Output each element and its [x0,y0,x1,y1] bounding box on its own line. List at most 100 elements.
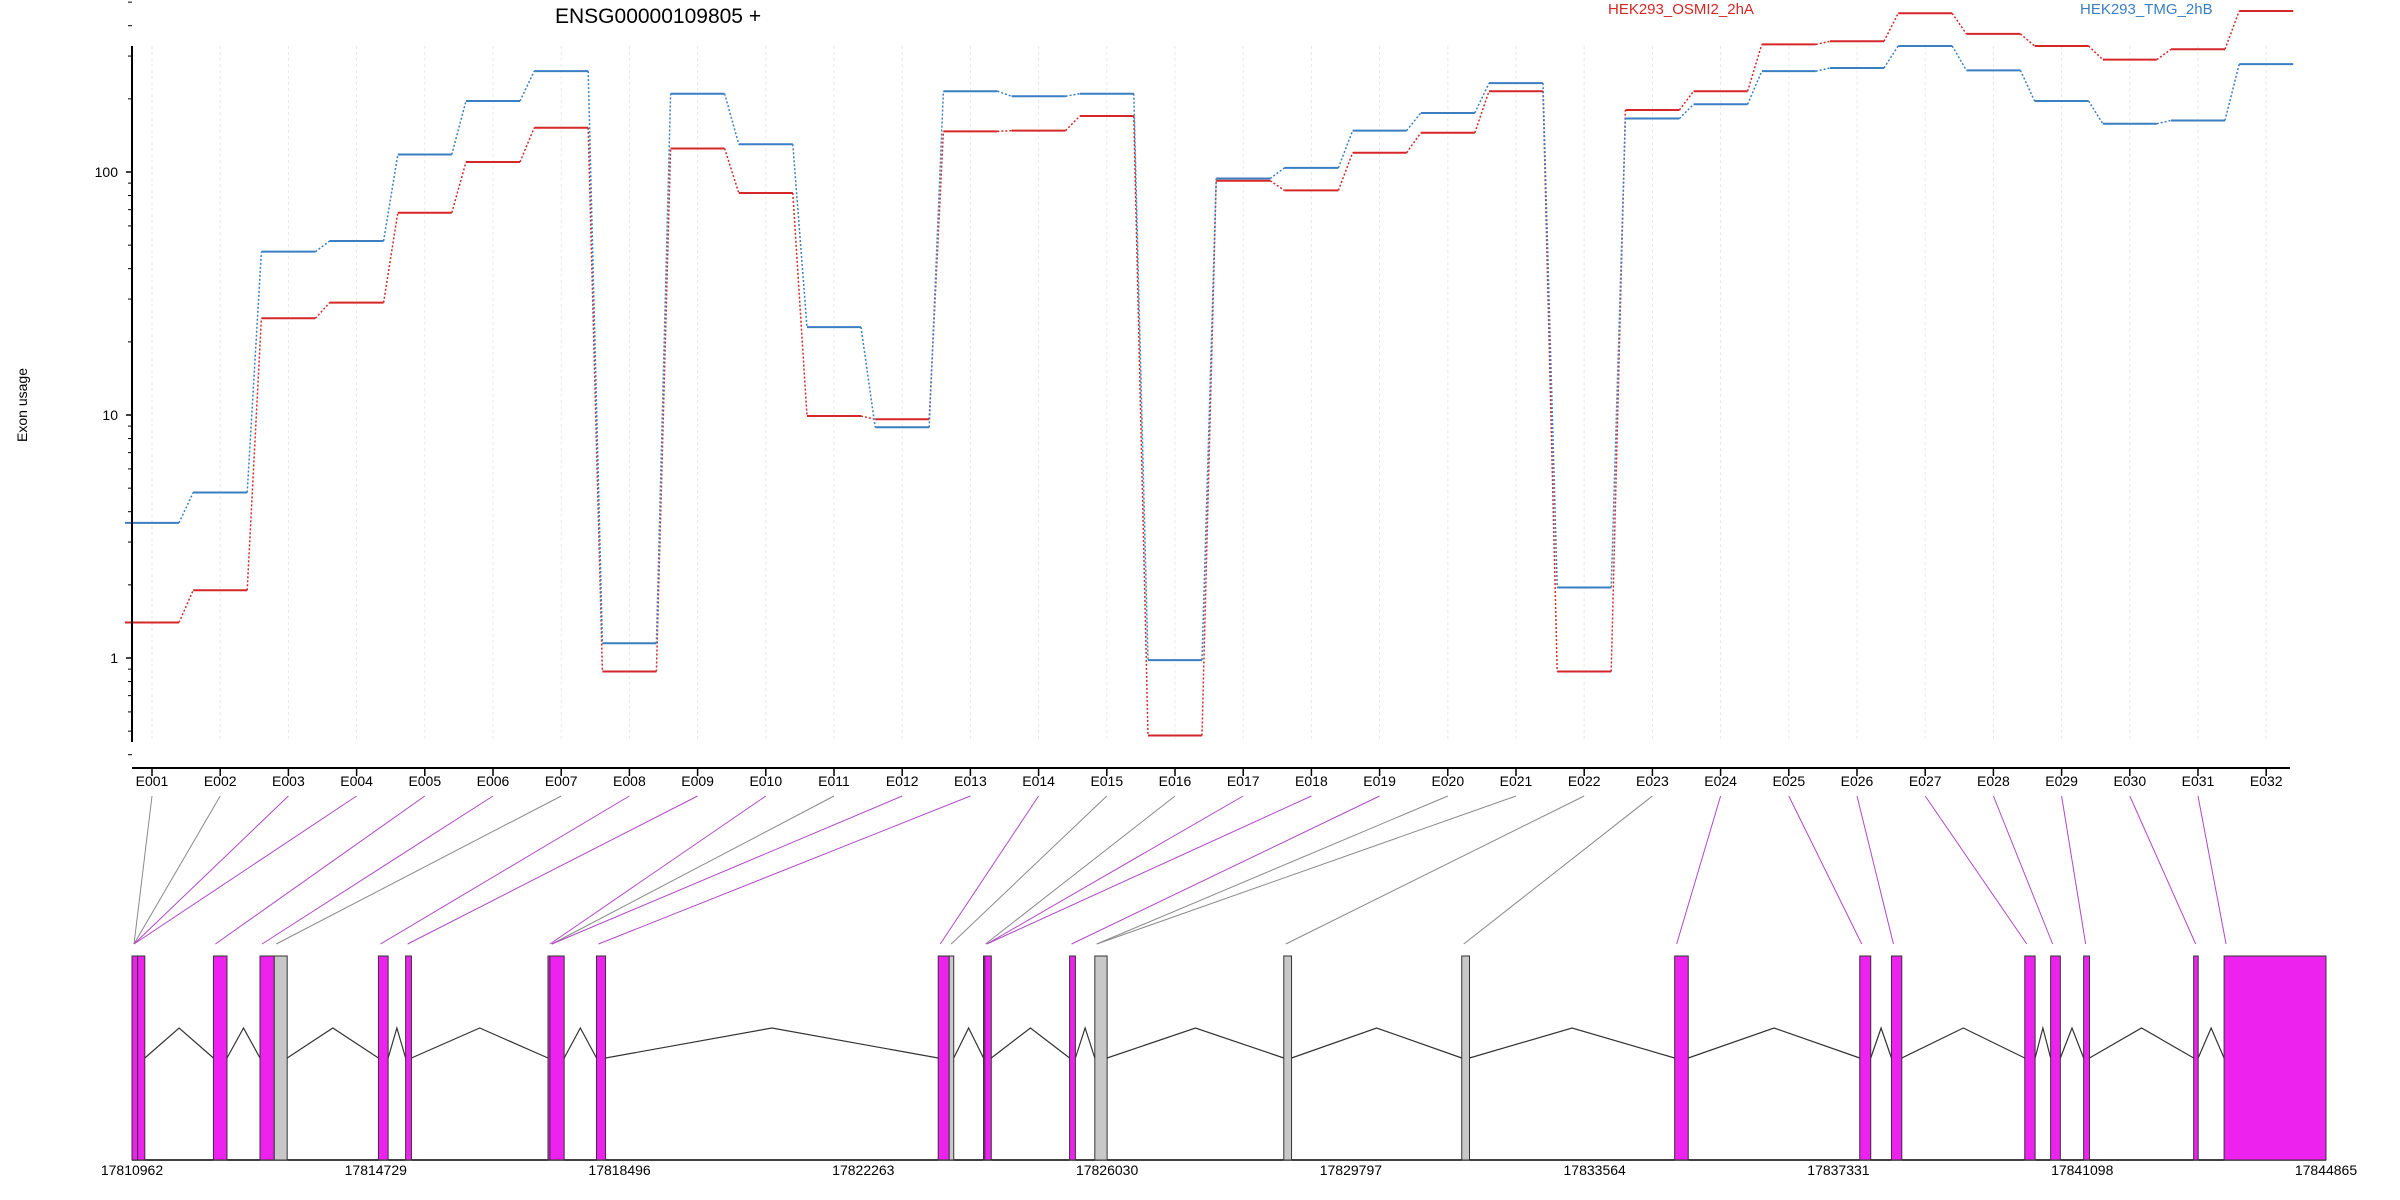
exon-link [2197,795,2227,945]
series-connector-2 [1951,45,1968,71]
series-connector-2 [655,93,672,644]
x-tick-label: E005 [408,773,441,789]
exon-link [986,795,1244,945]
exon-link [1071,795,1380,945]
intron-line [387,1025,407,1059]
series-connector-2 [2087,100,2104,125]
exon-link [276,795,562,945]
exon-box [937,955,950,1161]
coordinate-label: 17814729 [345,1162,408,1178]
series-connector-1 [1405,132,1422,154]
x-tick-label: E020 [1431,773,1464,789]
y-tick-label: 100 [95,164,119,180]
exon-link [985,795,1176,945]
exon-link [133,795,289,945]
x-tick-label: E014 [1022,773,1055,789]
intron-line [1106,1027,1284,1059]
intron-line [990,1027,1070,1059]
exon-link [1285,795,1585,945]
series-connector-1 [2019,33,2036,47]
x-tick-label: E029 [2045,773,2078,789]
x-tick-label: E018 [1295,773,1328,789]
coordinate-label: 17826030 [1076,1162,1139,1178]
exon-box [405,955,412,1161]
series-connector-2 [860,326,876,428]
x-tick-label: E010 [749,773,782,789]
intron-line [563,1026,598,1059]
gridlines [151,46,2267,742]
series-connector-1 [1337,152,1354,191]
exon-link [1856,795,1894,945]
series-connector-2 [723,93,740,145]
coordinate-label: 17837331 [1807,1162,1870,1178]
intron-line [1469,1027,1675,1059]
x-tick-label: E001 [136,773,169,789]
coordinate-label: 17822263 [832,1162,895,1178]
intron-line [2197,1026,2225,1059]
intron-line [2034,1025,2052,1059]
series-connector-1 [860,415,876,421]
series-connector-2 [382,154,399,242]
series-connector-2 [246,251,263,493]
exon-box [984,955,992,1161]
intron-line [1870,1026,1893,1059]
axes [131,46,2290,769]
y-tick-label: 10 [102,407,118,423]
chart-title: ENSG00000109805 + [555,5,761,28]
exon-link [1788,795,1863,945]
x-tick-label: E031 [2182,773,2215,789]
series-connector-1 [2088,45,2104,61]
exon-box-untested [948,955,955,1161]
series-connector-2 [1883,45,1899,69]
exon-link [551,795,835,945]
series-connector-1 [1951,12,1968,35]
x-tick-label: E002 [204,773,237,789]
legend-series-1: HEK293_OSMI2_2hA [1608,1,1754,18]
exon-box-untested [1094,955,1108,1161]
series-connector-2 [1678,103,1695,120]
x-tick-label: E006 [477,773,510,789]
intron-line [1074,1026,1096,1059]
series-connector-2 [1406,112,1422,132]
series-connector-2 [1337,130,1354,169]
x-tick-label: E030 [2113,773,2146,789]
series-connector-2 [1269,167,1285,180]
exon-box [2024,955,2036,1161]
exon-box [1674,955,1689,1161]
x-tick-label: E032 [2250,773,2283,789]
series-connector-2 [519,70,535,102]
series-connector-2 [928,91,945,428]
x-tick-label: E024 [1704,773,1737,789]
x-tick-label: E021 [1500,773,1533,789]
x-tick-label: E004 [340,773,373,789]
x-tick-label: E027 [1909,773,1942,789]
exon-link [1096,795,1448,945]
legend-series-2: HEK293_TMG_2hB [2080,1,2213,18]
intron-line [1901,1027,2026,1059]
exon-link [133,795,221,945]
x-ticks: E001 E002 E003 E004 E005 E006 E007 E008 E009 E010… [136,768,2283,789]
x-tick-label: E019 [1363,773,1396,789]
series-connector-2 [792,144,808,328]
x-tick-label: E017 [1227,773,1260,789]
exon-links [133,795,2227,945]
exon-box [549,955,565,1161]
exon-link [939,795,1040,945]
exon-box [1069,955,1076,1161]
x-tick-label: E016 [1159,773,1192,789]
series-connector-2 [1610,118,1627,588]
series-connector-1 [178,589,194,623]
intron-line [226,1026,261,1059]
series-connector-2 [2156,119,2172,125]
series-connector-2 [1474,82,1490,114]
intron-line [144,1027,214,1059]
exon-link [1096,795,1517,945]
series-connector-1 [997,129,1012,133]
exon-link [551,795,903,945]
series-connector-2 [314,240,331,253]
exon-link [215,795,426,945]
exon-box [137,955,146,1161]
series-connector-2 [997,90,1012,97]
series-2 [125,45,2294,662]
series-connector-1 [1815,40,1831,46]
